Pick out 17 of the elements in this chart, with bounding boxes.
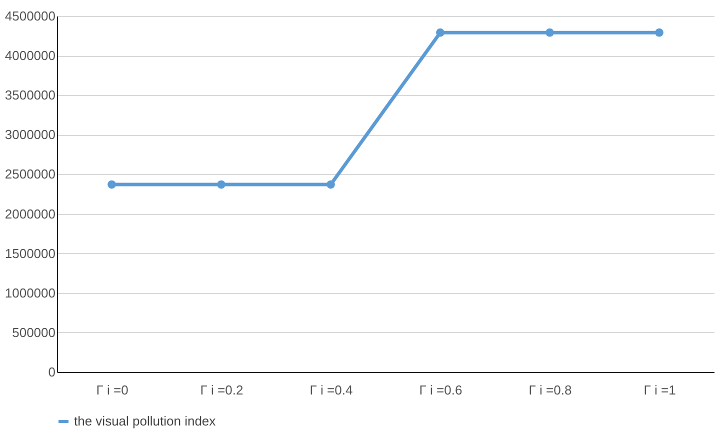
legend-label: the visual pollution index xyxy=(74,414,216,428)
x-tick-label: Γ i =0 xyxy=(96,382,128,398)
y-tick-label: 2000000 xyxy=(4,206,56,222)
y-tick-label: 4500000 xyxy=(4,8,56,24)
y-tick-label: 4000000 xyxy=(4,48,56,64)
y-tick-label: 1000000 xyxy=(4,285,56,300)
y-tick-label: 1500000 xyxy=(4,246,56,261)
x-tick-label: Γ i =0.4 xyxy=(310,382,353,398)
x-tick-label: Γ i =0.2 xyxy=(200,382,244,398)
y-tick-label: 3500000 xyxy=(4,88,56,103)
y-tick-label: 3000000 xyxy=(4,127,56,142)
x-tick-label: Γ i =0.6 xyxy=(419,382,462,398)
y-tick-label: 2500000 xyxy=(4,166,56,182)
y-tick-label: 0 xyxy=(48,364,56,380)
y-tick-label: 500000 xyxy=(12,324,56,340)
x-tick-label: Γ i =0.8 xyxy=(528,382,572,398)
x-tick-label: Γ i =1 xyxy=(644,382,676,398)
